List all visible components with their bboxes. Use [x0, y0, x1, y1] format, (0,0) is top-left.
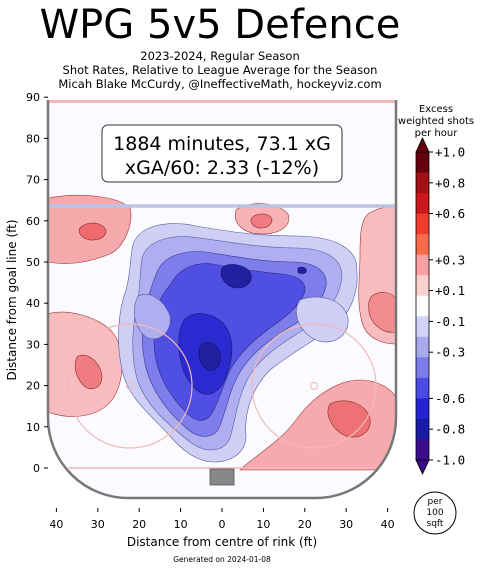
x-tick-label: 30	[339, 518, 353, 531]
unit-line-sqft: sqft	[427, 519, 444, 529]
subtitle-author: Micah Blake McCurdy, @IneffectiveMath, h…	[58, 77, 382, 91]
faceoff-dot-right	[310, 382, 318, 390]
colorbar-band	[416, 213, 429, 235]
colorbar-label: -0.8	[435, 422, 465, 437]
faceoff-circle-left	[67, 323, 193, 449]
unit-bubble	[413, 491, 457, 535]
x-tick-label: 30	[91, 518, 105, 531]
colorbar-band	[416, 316, 429, 338]
colorbar-band	[416, 398, 429, 420]
colorbar-band	[416, 336, 429, 358]
colorbar-band	[416, 357, 429, 379]
x-tick-label: 20	[298, 518, 312, 531]
colorbar-label: +0.6	[435, 206, 465, 221]
colorbar-band	[416, 377, 429, 399]
x-tick-label: 0	[219, 518, 226, 531]
deficit-region-core-low	[198, 342, 221, 371]
generated-date: Generated on 2024-01-08	[173, 555, 271, 564]
colorbar-band	[416, 234, 429, 256]
y-tick-label: 20	[26, 380, 40, 393]
colorbar-arrow-bottom	[415, 459, 430, 475]
y-tick-label: 70	[26, 174, 40, 187]
excess-region-left-mid-core	[74, 354, 103, 389]
excess-region-top-center-core	[250, 213, 273, 229]
colorbar-band	[416, 254, 429, 276]
colorbar-band	[416, 275, 429, 297]
stats-box	[101, 124, 343, 183]
unit-line-per: per	[428, 497, 443, 507]
subtitle-season: 2023-2024, Regular Season	[140, 49, 300, 63]
colorbar-band	[416, 418, 429, 440]
y-tick-label: 0	[33, 462, 40, 475]
x-tick-label: 10	[256, 518, 270, 531]
colorbar-title-line3: per hour	[415, 128, 459, 139]
excess-region-right-core	[368, 292, 396, 333]
rink-border	[46, 100, 398, 500]
colorbar-frame	[415, 151, 430, 461]
excess-region-top-left-core	[78, 222, 107, 241]
colorbar-label: +1.0	[435, 145, 465, 160]
deficit-region-right-lobe	[296, 296, 349, 343]
y-axis-label: Distance from goal line (ft)	[5, 219, 19, 380]
colorbar: +1.0 +0.8 +0.6 +0.3 +0.1 -0.1 -0.3 -0.6 -0.8 -1.0	[415, 137, 465, 475]
y-tick-label: 40	[26, 297, 40, 310]
y-tick-label: 90	[26, 91, 40, 104]
colorbar-label: +0.1	[435, 283, 465, 298]
y-tick-label: 60	[26, 215, 40, 228]
stats-line-minutes-xg: 1884 minutes, 73.1 xG	[113, 133, 331, 155]
y-axis-ticks: 0 10 20 30 40 50 60 70 80 90	[26, 91, 48, 475]
subtitle-description: Shot Rates, Relative to League Average f…	[62, 63, 378, 77]
colorbar-title-line1: Excess	[419, 104, 453, 115]
x-tick-label: 10	[174, 518, 188, 531]
colorbar-label: -0.3	[435, 345, 465, 360]
y-tick-label: 30	[26, 338, 40, 351]
colorbar-band	[416, 193, 429, 214]
colorbar-band	[416, 172, 429, 194]
faceoff-dot-left	[126, 382, 134, 390]
goal-net	[209, 468, 235, 486]
deficit-region-spot-right	[297, 266, 307, 274]
colorbar-label: -0.1	[435, 314, 465, 329]
excess-region-bottom-right	[239, 379, 396, 471]
y-tick-label: 50	[26, 256, 40, 269]
faceoff-circle-right	[251, 323, 377, 449]
y-tick-label: 10	[26, 421, 40, 434]
deficit-region-core-high	[220, 264, 252, 289]
x-axis-ticks: 40 30 20 10 0 10 20 30 40	[49, 508, 395, 531]
stats-line-xga: xGA/60: 2.33 (-12%)	[125, 157, 319, 179]
colorbar-band	[416, 439, 429, 461]
y-tick-label: 80	[26, 132, 40, 145]
colorbar-title-line2: weighted shots	[398, 116, 474, 127]
colorbar-band	[416, 152, 429, 173]
colorbar-label: +0.3	[435, 252, 465, 267]
x-tick-label: 20	[132, 518, 146, 531]
x-tick-label: 40	[381, 518, 395, 531]
colorbar-label: -0.6	[435, 391, 465, 406]
x-axis-label: Distance from centre of rink (ft)	[127, 535, 317, 549]
chart-title: WPG 5v5 Defence	[39, 2, 401, 48]
colorbar-label: +0.8	[435, 175, 465, 190]
unit-line-100: 100	[426, 508, 443, 518]
colorbar-arrow-top	[415, 137, 430, 153]
colorbar-band	[416, 295, 429, 317]
colorbar-label: -1.0	[435, 453, 465, 468]
x-tick-label: 40	[49, 518, 63, 531]
